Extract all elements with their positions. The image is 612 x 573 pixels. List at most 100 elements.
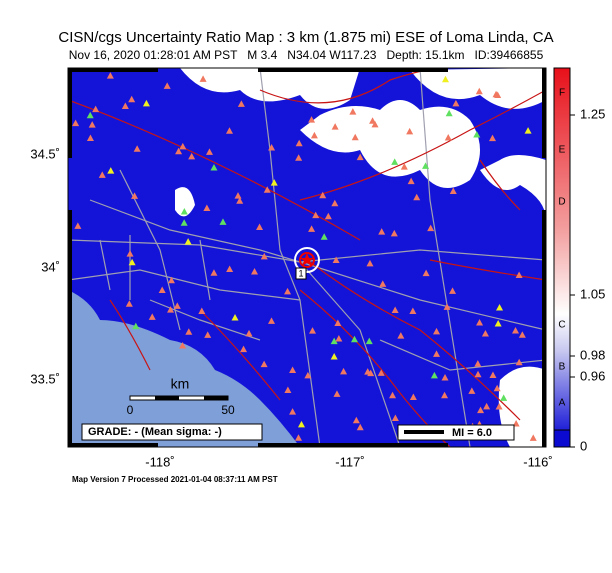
- station: [400, 163, 408, 170]
- station: [444, 133, 452, 141]
- frame-ticks: 34.5˚ 34˚ 33.5˚ -118˚ -117˚ -116˚: [30, 68, 553, 469]
- station: [407, 177, 415, 185]
- station: [445, 109, 453, 117]
- station: [331, 199, 339, 207]
- station: [270, 179, 278, 186]
- station: [319, 191, 327, 199]
- frame-bar: [258, 443, 448, 447]
- station: [494, 320, 502, 327]
- white-region: [410, 68, 546, 109]
- station: [391, 414, 399, 421]
- station: [390, 229, 398, 237]
- white-region: [175, 187, 195, 217]
- station: [133, 145, 141, 152]
- station: [204, 331, 212, 338]
- station: [86, 134, 94, 142]
- station: [245, 329, 253, 337]
- station: [364, 368, 372, 375]
- lon-label: -116˚: [523, 454, 552, 469]
- grade-letter: A: [559, 398, 566, 409]
- station: [180, 207, 188, 215]
- station: [489, 134, 497, 142]
- station: [126, 250, 134, 257]
- station: [512, 326, 520, 334]
- station: [320, 233, 328, 240]
- station: [295, 154, 303, 161]
- station: [260, 360, 268, 368]
- station: [72, 119, 80, 127]
- station: [260, 252, 268, 260]
- station: [210, 269, 218, 276]
- station: [433, 350, 441, 357]
- station: [236, 197, 244, 204]
- station: [231, 314, 239, 321]
- grade-letter: E: [559, 145, 566, 156]
- colorbar-zero: [553, 429, 571, 448]
- station: [184, 238, 192, 245]
- station: [297, 420, 305, 428]
- station: [351, 133, 359, 141]
- station: [481, 330, 489, 337]
- station: [256, 223, 264, 230]
- station: [430, 371, 438, 379]
- station: [515, 358, 523, 366]
- station: [142, 99, 150, 107]
- station: [356, 153, 364, 161]
- colorbar-labels: 1.25 1.05 0.98 0.96 0 F E D C B A: [558, 88, 605, 454]
- station: [365, 337, 373, 345]
- station: [185, 328, 193, 335]
- station: [210, 163, 218, 171]
- scale-unit: km: [171, 376, 190, 392]
- station: [333, 390, 341, 397]
- white-region: [300, 100, 480, 188]
- station: [158, 286, 166, 294]
- station: [304, 371, 312, 379]
- station: [284, 287, 292, 295]
- station: [366, 259, 374, 267]
- mi-line: [404, 430, 444, 434]
- epicenter-ring: [294, 247, 320, 273]
- station: [198, 307, 206, 314]
- map-area: 1 km 0 50 GRADE: - (Mean sigma: -) MI = …: [68, 68, 546, 447]
- frame-bar: [68, 325, 72, 447]
- station: [332, 256, 340, 263]
- frame-bar: [542, 210, 546, 325]
- station: [284, 386, 292, 393]
- station: [334, 319, 342, 326]
- station: [128, 258, 136, 266]
- station: [295, 139, 303, 147]
- station: [489, 371, 497, 379]
- title: CISN/cgs Uncertainty Ratio Map : 3 km (1…: [58, 29, 553, 46]
- station: [132, 322, 140, 330]
- station: [492, 90, 500, 98]
- station: [493, 384, 501, 392]
- station: [308, 116, 316, 123]
- station: [237, 100, 245, 107]
- station: [179, 342, 187, 349]
- grade-letter: B: [559, 362, 566, 373]
- station: [289, 366, 297, 373]
- station: [167, 306, 175, 313]
- station: [409, 307, 417, 315]
- lon-label: -118˚: [145, 454, 174, 469]
- station: [477, 406, 485, 414]
- station: [98, 171, 106, 178]
- station: [106, 72, 114, 79]
- station: [179, 142, 187, 150]
- station: [441, 391, 449, 399]
- station: [308, 225, 316, 232]
- colorbar-tick-label: 1.25: [580, 106, 605, 121]
- scale-bar-segment: [155, 396, 179, 400]
- station: [167, 276, 175, 284]
- station: [121, 102, 129, 109]
- station: [406, 127, 414, 135]
- epicenter-box: [295, 267, 307, 280]
- station: [188, 152, 196, 160]
- station: [199, 75, 207, 82]
- station: [495, 403, 503, 410]
- station: [378, 228, 386, 235]
- station: [377, 369, 385, 376]
- station: [468, 387, 476, 394]
- station: [294, 434, 302, 441]
